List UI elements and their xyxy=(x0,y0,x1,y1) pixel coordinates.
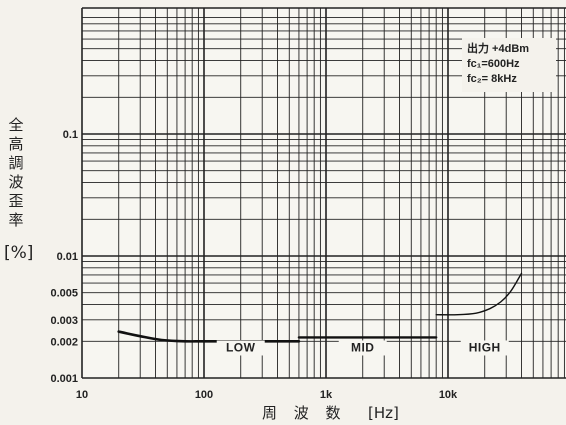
y-tick-labels: 0.1 0.01 0.005 0.003 0.002 0.001 xyxy=(50,129,78,385)
y-tick-label: 0.01 xyxy=(57,251,78,263)
x-tick-label: 10k xyxy=(439,389,458,401)
band-label-bg xyxy=(338,340,387,356)
x-tick-label: 1k xyxy=(320,389,333,401)
y-tick-label: 0.002 xyxy=(50,336,78,348)
x-tick-label: 10 xyxy=(76,389,88,401)
band-labels: LOW MID HIGH xyxy=(216,340,509,356)
y-axis-label-char: 全 xyxy=(8,116,23,134)
annotation-box: 出力 +4dBm fc₁=600Hz fc₂= 8kHz xyxy=(462,38,556,92)
series-line-low xyxy=(117,330,301,343)
y-axis-label-char: 歪 xyxy=(8,192,23,210)
x-tick-labels: 10 100 1k 10k xyxy=(76,389,458,401)
annotation-line-output: 出力 +4dBm xyxy=(467,41,529,55)
band-label-high: HIGH xyxy=(469,340,501,354)
annotation-background xyxy=(462,38,556,92)
band-label-low: LOW xyxy=(226,340,256,354)
y-tick-label: 0.1 xyxy=(63,129,78,141)
y-axis-label-char: 率 xyxy=(8,211,23,229)
annotation-line-fc1: fc₁=600Hz xyxy=(467,58,520,70)
x-axis-label: 周 波 数 xyxy=(262,404,347,422)
band-label-bg xyxy=(216,340,265,356)
y-tick-label: 0.003 xyxy=(50,315,78,327)
x-tick-label: 100 xyxy=(195,389,213,401)
annotation-line-fc2: fc₂= 8kHz xyxy=(467,73,517,85)
y-tick-label: 0.001 xyxy=(50,373,78,385)
y-axis-label-char: 波 xyxy=(8,173,23,191)
y-axis-label-char: 調 xyxy=(8,154,23,172)
series-curves xyxy=(117,272,523,343)
series-line-high xyxy=(435,272,523,316)
x-axis-unit: [Hz] xyxy=(368,404,399,422)
band-label-mid: MID xyxy=(351,340,375,354)
band-label-bg xyxy=(460,340,509,356)
y-axis-label-char: 高 xyxy=(8,135,23,153)
y-axis-unit: [%] xyxy=(4,243,33,263)
y-tick-label: 0.005 xyxy=(50,288,78,300)
